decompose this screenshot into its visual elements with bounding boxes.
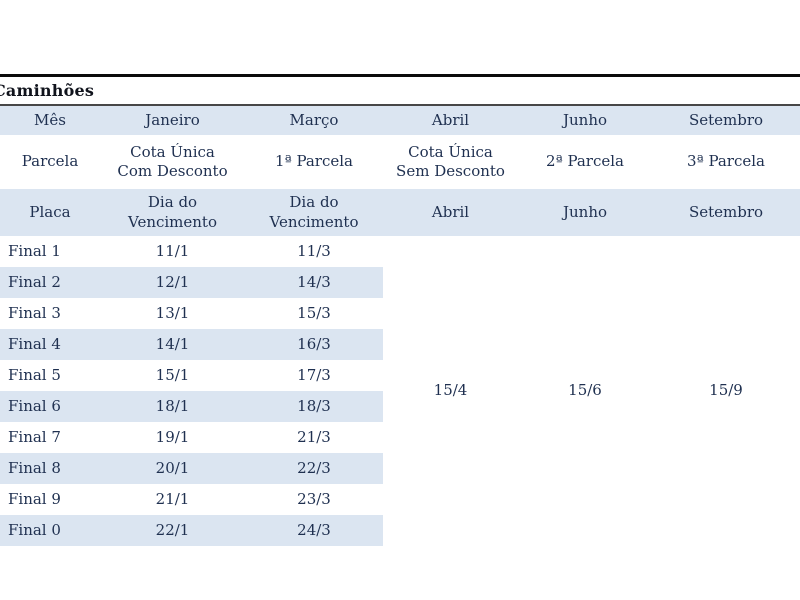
table-row: Final 0 22/1 24/3	[0, 515, 800, 546]
due-date-janeiro: 18/1	[100, 391, 245, 422]
table-row: Final 7 19/1 21/3	[0, 422, 800, 453]
final-label: Final 5	[0, 360, 100, 391]
table-row: Final 5 15/1 17/3	[0, 360, 800, 391]
month-marco: Março	[245, 106, 383, 135]
table-title-row: Caminhões	[0, 77, 800, 106]
final-label: Final 7	[0, 422, 100, 453]
due-date-marco: 15/3	[245, 298, 383, 329]
merged-due-date-junho: 15/6	[518, 236, 652, 546]
placa-setembro: Setembro	[652, 189, 800, 236]
due-date-marco: 14/3	[245, 267, 383, 298]
merged-due-date-setembro: 15/9	[652, 236, 800, 546]
final-label: Final 4	[0, 329, 100, 360]
schedule-table: Mês Janeiro Março Abril Junho Setembro P…	[0, 106, 800, 546]
due-date-janeiro: 14/1	[100, 329, 245, 360]
table-row: Final 3 13/1 15/3	[0, 298, 800, 329]
due-date-janeiro: 15/1	[100, 360, 245, 391]
table-row: Final 9 21/1 23/3	[0, 484, 800, 515]
final-label: Final 8	[0, 453, 100, 484]
due-date-janeiro: 11/1	[100, 236, 245, 267]
parcela-cota-unica-sem-desconto: Cota Única Sem Desconto	[383, 135, 518, 189]
parcela-2a: 2ª Parcela	[518, 135, 652, 189]
header-row-parcela: Parcela Cota Única Com Desconto 1ª Parce…	[0, 135, 800, 189]
month-abril: Abril	[383, 106, 518, 135]
due-date-marco: 16/3	[245, 329, 383, 360]
table-row: Final 6 18/1 18/3	[0, 391, 800, 422]
table-row: Final 4 14/1 16/3	[0, 329, 800, 360]
due-date-janeiro: 12/1	[100, 267, 245, 298]
caminhoes-schedule-table: Caminhões Mês Janeiro Março Abril Junho …	[0, 74, 800, 546]
due-date-marco: 18/3	[245, 391, 383, 422]
due-date-marco: 22/3	[245, 453, 383, 484]
due-date-janeiro: 22/1	[100, 515, 245, 546]
parcela-cota-unica-com-desconto: Cota Única Com Desconto	[100, 135, 245, 189]
header-row-placa: Placa Dia do Vencimento Dia do Venciment…	[0, 189, 800, 236]
final-label: Final 2	[0, 267, 100, 298]
final-label: Final 0	[0, 515, 100, 546]
due-date-janeiro: 13/1	[100, 298, 245, 329]
due-date-marco: 11/3	[245, 236, 383, 267]
header-cell-parcela: Parcela	[0, 135, 100, 189]
table-row: Final 1 11/1 11/3 15/4 15/6 15/9	[0, 236, 800, 546]
due-date-janeiro: 20/1	[100, 453, 245, 484]
parcela-3a: 3ª Parcela	[652, 135, 800, 189]
final-label: Final 9	[0, 484, 100, 515]
placa-abril: Abril	[383, 189, 518, 236]
due-date-janeiro: 21/1	[100, 484, 245, 515]
due-date-marco: 21/3	[245, 422, 383, 453]
final-label: Final 1	[0, 236, 100, 267]
table-row: Final 8 20/1 22/3	[0, 453, 800, 484]
parcela-1a: 1ª Parcela	[245, 135, 383, 189]
table-title: Caminhões	[0, 81, 95, 100]
placa-venc-marco: Dia do Vencimento	[245, 189, 383, 236]
final-label: Final 6	[0, 391, 100, 422]
month-junho: Junho	[518, 106, 652, 135]
due-date-marco: 24/3	[245, 515, 383, 546]
due-date-marco: 17/3	[245, 360, 383, 391]
final-label: Final 3	[0, 298, 100, 329]
due-date-marco: 23/3	[245, 484, 383, 515]
header-cell-mes: Mês	[0, 106, 100, 135]
header-cell-placa: Placa	[0, 189, 100, 236]
due-date-janeiro: 19/1	[100, 422, 245, 453]
header-row-mes: Mês Janeiro Março Abril Junho Setembro	[0, 106, 800, 135]
placa-venc-janeiro: Dia do Vencimento	[100, 189, 245, 236]
placa-junho: Junho	[518, 189, 652, 236]
month-janeiro: Janeiro	[100, 106, 245, 135]
table-row: Final 2 12/1 14/3	[0, 267, 800, 298]
month-setembro: Setembro	[652, 106, 800, 135]
merged-due-date-abril: 15/4	[383, 236, 518, 546]
